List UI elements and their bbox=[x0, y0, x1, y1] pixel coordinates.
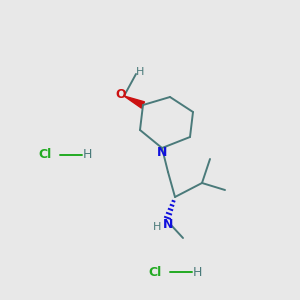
Text: Cl: Cl bbox=[38, 148, 51, 161]
Text: H: H bbox=[82, 148, 92, 161]
Text: N: N bbox=[163, 218, 173, 232]
Text: Cl: Cl bbox=[148, 266, 161, 278]
Text: O: O bbox=[116, 88, 126, 101]
Text: H: H bbox=[192, 266, 202, 278]
Text: H: H bbox=[136, 67, 144, 77]
Polygon shape bbox=[124, 96, 145, 108]
Text: N: N bbox=[157, 146, 167, 160]
Text: H: H bbox=[153, 222, 161, 232]
